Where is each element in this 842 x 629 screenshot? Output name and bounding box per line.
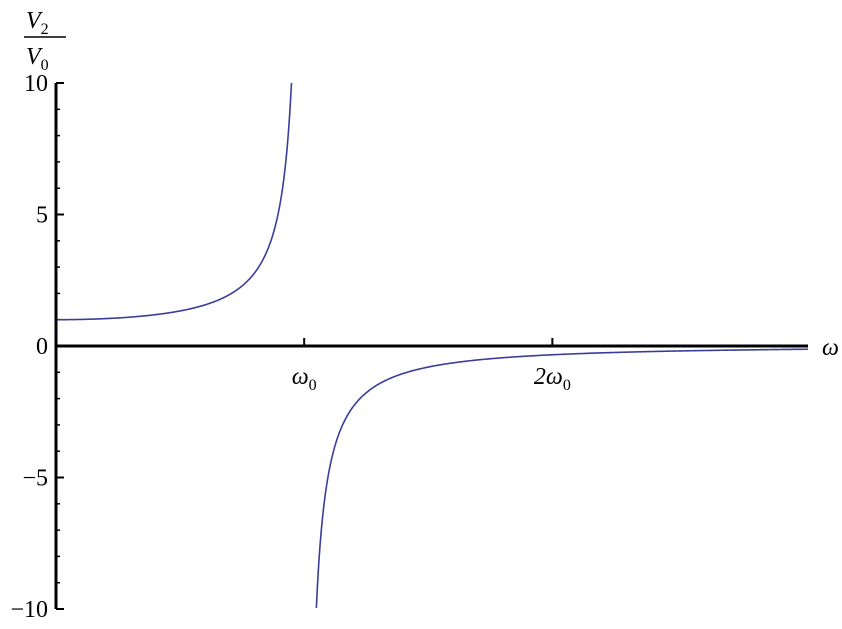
x-axis-label: ω [822,335,839,361]
series-line-2 [315,348,809,608]
y-tick-label: −5 [22,466,48,492]
y-tick-label: −10 [10,597,48,623]
y-tick-label: 0 [36,334,48,360]
x-tick-labels: ω0 2ω0 [292,364,571,394]
y-tick-labels: 10 5 0 −5 −10 [10,71,48,623]
y-label-denominator: V0 [26,44,49,74]
y-axis-label: V2 V0 [24,8,66,74]
y-tick-label: 5 [36,203,48,229]
curve-layer [56,82,809,608]
x-tick-label: ω0 [292,364,317,394]
y-tick-label: 10 [24,71,48,97]
x-tick-label: 2ω0 [534,364,571,394]
y-label-numerator: V2 [26,8,49,38]
series-line-1 [56,82,293,321]
